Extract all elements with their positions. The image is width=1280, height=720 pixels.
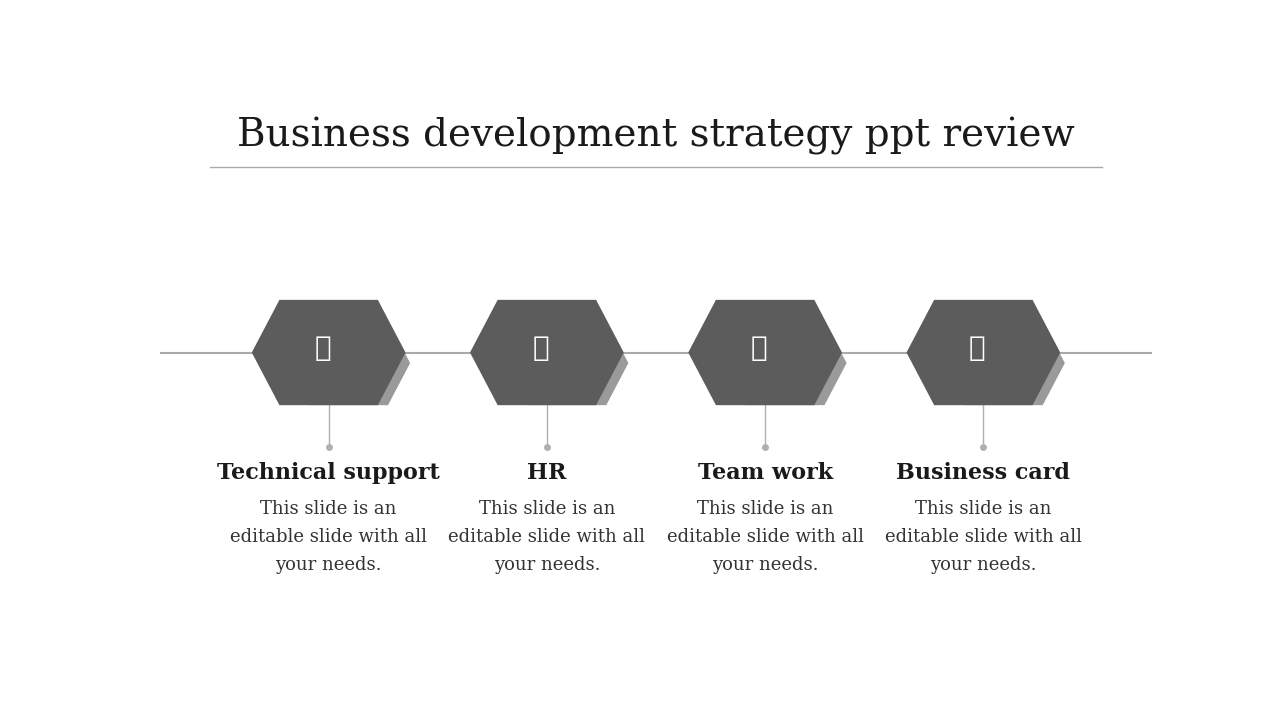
Text: Technical support: Technical support: [218, 462, 440, 485]
Polygon shape: [723, 321, 846, 405]
Text: 👥: 👥: [532, 334, 549, 362]
Text: Team work: Team work: [698, 462, 833, 485]
Polygon shape: [906, 300, 1060, 405]
Polygon shape: [942, 321, 1065, 405]
Text: Business card: Business card: [896, 462, 1070, 485]
Polygon shape: [470, 300, 623, 405]
Text: 🎧: 🎧: [314, 334, 330, 362]
Polygon shape: [506, 321, 628, 405]
Text: Business development strategy ppt review: Business development strategy ppt review: [237, 117, 1075, 156]
Text: This slide is an
editable slide with all
your needs.: This slide is an editable slide with all…: [667, 500, 864, 574]
Text: This slide is an
editable slide with all
your needs.: This slide is an editable slide with all…: [448, 500, 645, 574]
Text: This slide is an
editable slide with all
your needs.: This slide is an editable slide with all…: [230, 500, 428, 574]
Text: 💬: 💬: [750, 334, 767, 362]
Polygon shape: [252, 300, 406, 405]
Text: This slide is an
editable slide with all
your needs.: This slide is an editable slide with all…: [884, 500, 1082, 574]
Polygon shape: [689, 300, 842, 405]
Text: HR: HR: [527, 462, 567, 485]
Polygon shape: [287, 321, 410, 405]
Text: 🏢: 🏢: [969, 334, 986, 362]
